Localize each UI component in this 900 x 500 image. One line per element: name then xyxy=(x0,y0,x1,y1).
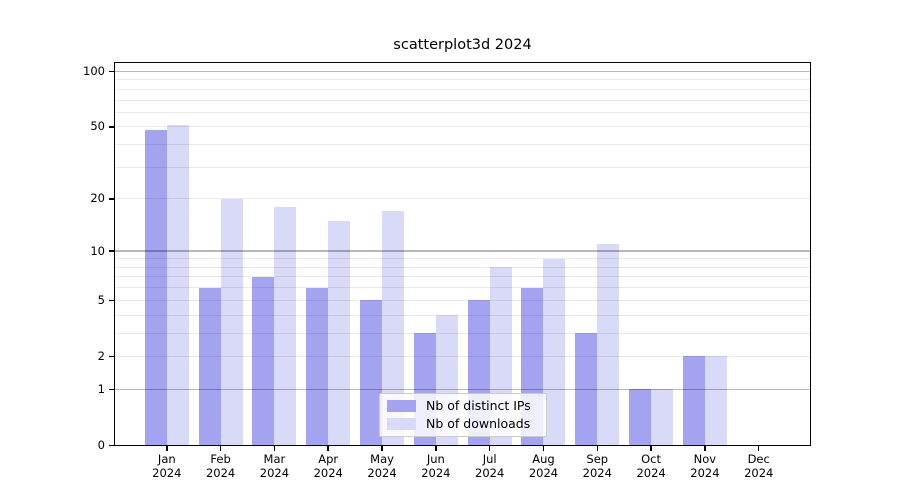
x-tick-label: Mar 2024 xyxy=(259,452,290,480)
x-tick-label: May 2024 xyxy=(367,452,397,480)
bar xyxy=(651,389,674,446)
gridline-minor xyxy=(114,99,811,101)
x-tickmark xyxy=(327,445,329,451)
x-tickmark xyxy=(219,445,222,451)
y-tickmark xyxy=(109,126,114,128)
legend: Nb of distinct IPs Nb of downloads xyxy=(379,393,547,437)
y-tick-label: 1 xyxy=(97,381,105,396)
y-tickmark xyxy=(109,198,114,200)
bar xyxy=(543,258,566,446)
y-tick-label: 100 xyxy=(83,63,105,78)
y-tick-label: 2 xyxy=(97,348,105,363)
bar xyxy=(274,206,297,446)
x-tickmark xyxy=(542,445,545,451)
x-tick-label: Apr 2024 xyxy=(313,452,343,480)
x-tick-label: Nov 2024 xyxy=(690,452,720,480)
gridline-minor xyxy=(114,88,811,90)
y-tick-label: 5 xyxy=(97,292,105,307)
y-tick-label: 20 xyxy=(90,191,105,206)
y-tick-label: 10 xyxy=(90,243,105,258)
x-tick-label: Aug 2024 xyxy=(528,452,559,480)
bar xyxy=(198,287,221,446)
x-tickmark xyxy=(381,445,383,451)
x-tick-label: Jan 2024 xyxy=(152,452,182,480)
x-tick-label: Jun 2024 xyxy=(421,452,451,480)
bar xyxy=(220,198,243,446)
y-tick-label: 50 xyxy=(90,119,105,134)
gridline-major xyxy=(114,250,811,252)
legend-item-distinct-ips: Nb of distinct IPs xyxy=(387,399,539,413)
x-tickmark xyxy=(166,445,168,451)
gridline-minor xyxy=(114,79,811,81)
bar xyxy=(682,356,705,446)
y-tickmark xyxy=(109,355,114,358)
x-tickmark xyxy=(273,445,276,451)
x-tick-label: Sep 2024 xyxy=(582,452,612,480)
x-tickmark xyxy=(488,445,491,451)
x-tick-label: Dec 2024 xyxy=(744,452,774,480)
gridline-major xyxy=(114,70,811,73)
gridline-minor xyxy=(114,144,811,146)
gridline-minor xyxy=(114,166,811,168)
y-tickmark xyxy=(109,444,114,447)
bar xyxy=(328,220,351,446)
bar xyxy=(575,333,598,446)
bar xyxy=(166,125,189,446)
y-tickmark xyxy=(109,250,114,252)
chart-title: scatterplot3d 2024 xyxy=(393,37,532,53)
x-tick-label: Feb 2024 xyxy=(205,452,236,480)
legend-swatch-distinct-ips xyxy=(387,400,416,412)
x-tickmark xyxy=(435,445,437,451)
bar xyxy=(597,244,620,446)
y-tick-label: 0 xyxy=(97,438,105,452)
bar xyxy=(629,389,652,446)
gridline-minor xyxy=(114,111,811,113)
legend-swatch-downloads xyxy=(387,418,416,430)
y-tickmark xyxy=(109,388,114,391)
y-tickmark xyxy=(109,299,114,302)
bar xyxy=(306,287,329,446)
x-tickmark xyxy=(596,445,599,451)
bar xyxy=(704,356,727,446)
bar xyxy=(144,130,167,446)
bar xyxy=(252,276,275,446)
gridline-minor xyxy=(114,258,811,260)
x-tickmark xyxy=(757,445,760,451)
legend-item-downloads: Nb of downloads xyxy=(387,417,539,431)
gridline-minor xyxy=(114,266,811,268)
x-tick-label: Jul 2024 xyxy=(475,452,505,480)
gridline-minor xyxy=(114,126,811,128)
bar xyxy=(382,211,405,446)
legend-label-distinct-ips: Nb of distinct IPs xyxy=(426,398,531,413)
x-tickmark xyxy=(704,445,706,451)
gridline-minor xyxy=(114,198,811,200)
legend-label-downloads: Nb of downloads xyxy=(426,416,531,431)
bar xyxy=(360,300,383,446)
x-tickmark xyxy=(650,445,652,451)
y-tickmark xyxy=(109,70,114,73)
x-tick-label: Oct 2024 xyxy=(636,452,666,480)
gridline-minor xyxy=(114,276,811,278)
